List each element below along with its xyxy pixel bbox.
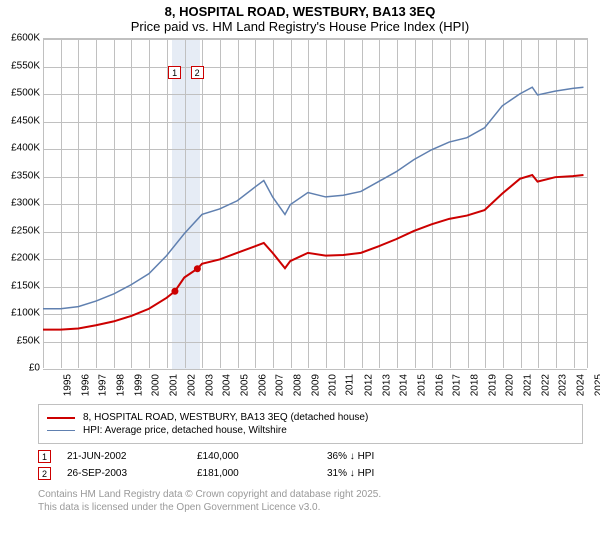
x-axis-label: 2001 <box>168 374 179 396</box>
plot-region <box>43 38 588 368</box>
x-axis-label: 2016 <box>434 374 445 396</box>
sales-row-marker: 2 <box>38 467 51 480</box>
series-hpi <box>43 87 583 309</box>
sale-marker-label: 1 <box>168 66 181 79</box>
legend-label: 8, HOSPITAL ROAD, WESTBURY, BA13 3EQ (de… <box>83 412 368 423</box>
x-axis-label: 2011 <box>345 374 356 396</box>
sales-cell-date: 21-JUN-2002 <box>67 451 197 462</box>
x-axis-label: 2009 <box>310 374 321 396</box>
y-axis-label: £500K <box>0 88 40 99</box>
x-axis-label: 2002 <box>186 374 197 396</box>
sales-cell-delta: 36% ↓ HPI <box>327 451 457 462</box>
x-axis-label: 2019 <box>487 374 498 396</box>
x-axis-label: 2015 <box>416 374 427 396</box>
x-axis-label: 2018 <box>469 374 480 396</box>
legend-row: 8, HOSPITAL ROAD, WESTBURY, BA13 3EQ (de… <box>47 412 574 423</box>
x-axis-label: 2024 <box>575 374 586 396</box>
y-axis-label: £100K <box>0 308 40 319</box>
x-axis-label: 1995 <box>62 374 73 396</box>
x-axis-label: 2023 <box>558 374 569 396</box>
y-axis-label: £150K <box>0 280 40 291</box>
x-axis-label: 2021 <box>522 374 533 396</box>
legend-swatch <box>47 430 75 431</box>
sales-cell-price: £181,000 <box>197 468 327 479</box>
x-axis-label: 2020 <box>505 374 516 396</box>
x-axis-label: 1997 <box>98 374 109 396</box>
y-axis-label: £250K <box>0 225 40 236</box>
x-axis-label: 2017 <box>452 374 463 396</box>
x-axis-label: 1998 <box>115 374 126 396</box>
x-axis-label: 2010 <box>328 374 339 396</box>
x-axis-label: 2003 <box>204 374 215 396</box>
y-axis-label: £550K <box>0 60 40 71</box>
x-axis-label: 2008 <box>292 374 303 396</box>
x-axis-label: 2000 <box>151 374 162 396</box>
x-axis-label: 2006 <box>257 374 268 396</box>
legend: 8, HOSPITAL ROAD, WESTBURY, BA13 3EQ (de… <box>38 404 583 444</box>
sales-table: 1 21-JUN-2002£140,00036% ↓ HPI 2 26-SEP-200… <box>38 450 583 480</box>
x-axis-label: 2005 <box>239 374 250 396</box>
chart-title-main: 8, HOSPITAL ROAD, WESTBURY, BA13 3EQ <box>0 0 600 19</box>
legend-row: HPI: Average price, detached house, Wilt… <box>47 425 574 436</box>
x-axis-label: 1996 <box>80 374 91 396</box>
x-axis-label: 1999 <box>133 374 144 396</box>
chart-title-sub: Price paid vs. HM Land Registry's House … <box>0 19 600 38</box>
gridline-horizontal <box>43 369 587 370</box>
footer-line-2: This data is licensed under the Open Gov… <box>38 501 600 514</box>
sales-row: 1 21-JUN-2002£140,00036% ↓ HPI <box>38 450 583 463</box>
y-axis-label: £400K <box>0 143 40 154</box>
x-axis-label: 2014 <box>398 374 409 396</box>
footer-attribution: Contains HM Land Registry data © Crown c… <box>38 488 600 514</box>
sale-marker-label: 2 <box>191 66 204 79</box>
chart-area: £0£50K£100K£150K£200K£250K£300K£350K£400… <box>38 38 598 398</box>
sale-marker-dot <box>194 265 201 272</box>
sales-cell-date: 26-SEP-2003 <box>67 468 197 479</box>
sales-cell-delta: 31% ↓ HPI <box>327 468 457 479</box>
y-axis-label: £350K <box>0 170 40 181</box>
y-axis-label: £450K <box>0 115 40 126</box>
x-axis-label: 2007 <box>275 374 286 396</box>
sale-marker-dot <box>171 288 178 295</box>
legend-label: HPI: Average price, detached house, Wilt… <box>83 425 287 436</box>
sales-row-marker: 1 <box>38 450 51 463</box>
y-axis-label: £300K <box>0 198 40 209</box>
y-axis-label: £600K <box>0 33 40 44</box>
legend-swatch <box>47 417 75 419</box>
x-axis-label: 2022 <box>540 374 551 396</box>
sales-cell-price: £140,000 <box>197 451 327 462</box>
y-axis-label: £200K <box>0 253 40 264</box>
x-axis-label: 2012 <box>363 374 374 396</box>
footer-line-1: Contains HM Land Registry data © Crown c… <box>38 488 600 501</box>
sales-row: 2 26-SEP-2003£181,00031% ↓ HPI <box>38 467 583 480</box>
x-axis-label: 2013 <box>381 374 392 396</box>
series-property <box>43 175 583 330</box>
x-axis-label: 2004 <box>222 374 233 396</box>
y-axis-label: £0 <box>0 363 40 374</box>
line-series <box>43 39 587 368</box>
y-axis-label: £50K <box>0 335 40 346</box>
x-axis-label: 2025 <box>593 374 600 396</box>
